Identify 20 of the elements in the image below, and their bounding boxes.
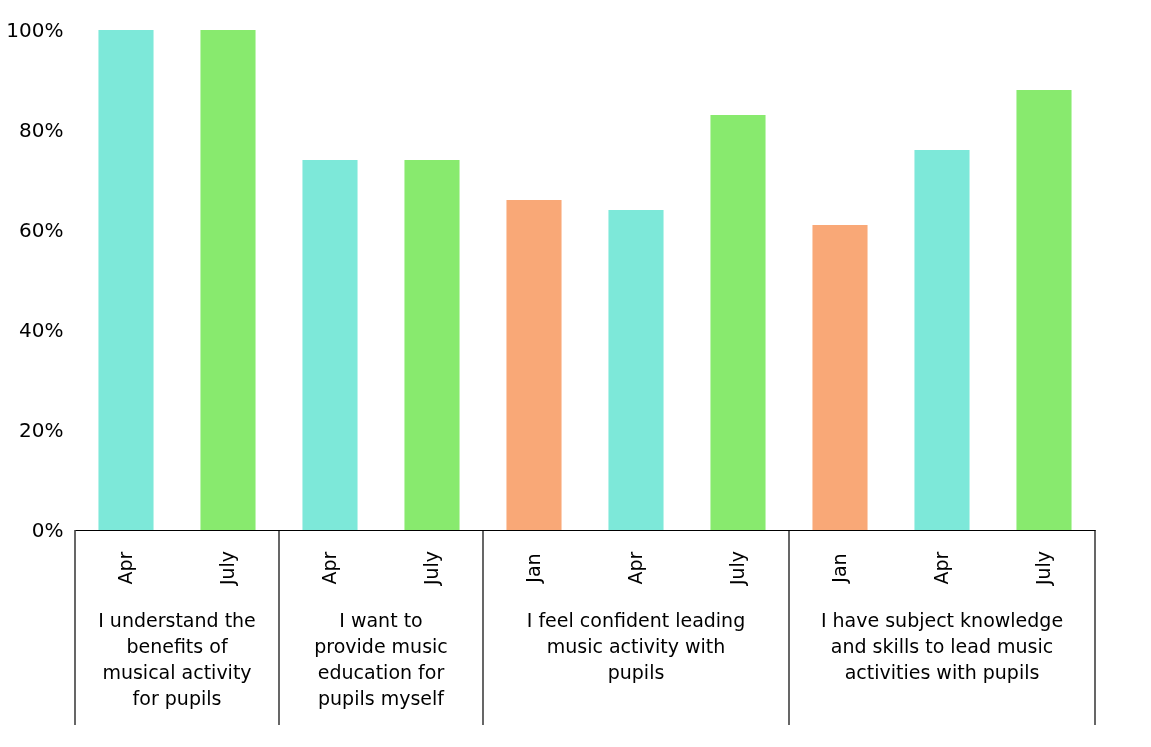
text: Apr: [930, 551, 952, 585]
y-tick-label: 0%: [31, 517, 64, 542]
text: Jan: [522, 553, 544, 584]
text: Jan: [828, 553, 850, 583]
text: July: [726, 550, 748, 586]
text: July: [216, 550, 238, 587]
text: Apr: [114, 551, 136, 585]
text: July: [420, 550, 442, 586]
text: July: [1032, 550, 1054, 586]
x-tick-label: I understand the benefits of musical activity for pupils: [98, 609, 256, 709]
x-tick-label: I have subject knowledge and skills to lead music activities with pupils: [820, 609, 1064, 683]
y-tick-label: 20%: [19, 417, 64, 442]
text: Apr: [624, 551, 646, 585]
y-tick-label: 60%: [19, 217, 64, 242]
y-tick-label: 100%: [6, 17, 64, 42]
y-tick-label: 40%: [19, 317, 64, 342]
y-tick-label: 80%: [19, 117, 64, 142]
x-tick-label: I feel confident leading music activity with pupils: [526, 609, 746, 683]
x-tick-label: I want to provide music education for pupils myself: [314, 609, 448, 709]
text: Apr: [318, 551, 340, 585]
